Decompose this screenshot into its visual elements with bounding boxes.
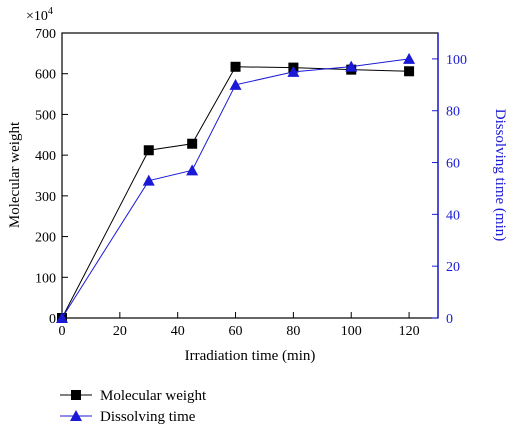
- data-point-dissolving-time: [186, 164, 199, 176]
- data-point-dissolving-time: [287, 65, 300, 77]
- x-tick-label: 60: [229, 324, 243, 339]
- data-point-dissolving-time: [229, 78, 242, 90]
- data-point-molecular-weight: [187, 138, 198, 149]
- data-point-molecular-weight: [143, 145, 154, 156]
- x-axis-title: Irradiation time (min): [185, 348, 316, 364]
- y-tick-label: 200: [35, 231, 56, 246]
- y2-tick-label: 0: [446, 312, 453, 327]
- x-tick-label: 0: [59, 324, 66, 339]
- y-tick-label: 400: [35, 149, 56, 164]
- legend-square-marker: [71, 390, 81, 400]
- series-layer: [56, 52, 416, 323]
- y2-tick-label: 100: [446, 53, 467, 68]
- x-tick-label: 80: [286, 324, 300, 339]
- legend-item-molecular-weight: Molecular weight: [60, 388, 207, 404]
- y2-tick-label: 80: [446, 105, 460, 120]
- y-tick-label: 100: [35, 271, 56, 286]
- y-axis-multiplier: ×104: [26, 6, 53, 24]
- y-tick-label: 700: [35, 27, 56, 42]
- x-tick-label: 120: [399, 324, 420, 339]
- x-tick-label: 40: [171, 324, 185, 339]
- y2-tick-label: 60: [446, 157, 460, 172]
- legend-item-dissolving-time: Dissolving time: [60, 409, 196, 425]
- legend: Molecular weight Dissolving time: [60, 388, 207, 425]
- data-point-dissolving-time: [403, 52, 416, 64]
- data-point-dissolving-time: [56, 312, 68, 323]
- x-tick-label: 20: [113, 324, 127, 339]
- data-point-dissolving-time: [142, 174, 155, 186]
- series-line-molecular-weight: [61, 66, 410, 319]
- x-tick-label: 100: [341, 324, 362, 339]
- axis-ticks: 0 20 40 60 80 100 120 0 100 200 300 400 500 600 700 0 20…: [35, 27, 467, 339]
- y2-tick-label: 40: [446, 208, 460, 223]
- legend-label-dissolving-time: Dissolving time: [100, 409, 196, 425]
- data-point-molecular-weight: [404, 66, 415, 77]
- plot-area-frame: [61, 32, 439, 319]
- legend-label-molecular-weight: Molecular weight: [100, 388, 207, 404]
- data-point-molecular-weight: [230, 61, 241, 72]
- legend-triangle-marker: [70, 410, 82, 421]
- y2-tick-label: 20: [446, 260, 460, 275]
- y-tick-label: 300: [35, 190, 56, 205]
- y-axis-title: Molecular weight: [7, 121, 23, 228]
- y-tick-label: 0: [49, 312, 56, 327]
- y-tick-label: 600: [35, 68, 56, 83]
- series-line-dissolving-time: [61, 58, 410, 319]
- y2-axis-title: Dissolving time (min): [492, 109, 508, 242]
- y-tick-label: 500: [35, 108, 56, 123]
- data-point-dissolving-time: [345, 60, 358, 72]
